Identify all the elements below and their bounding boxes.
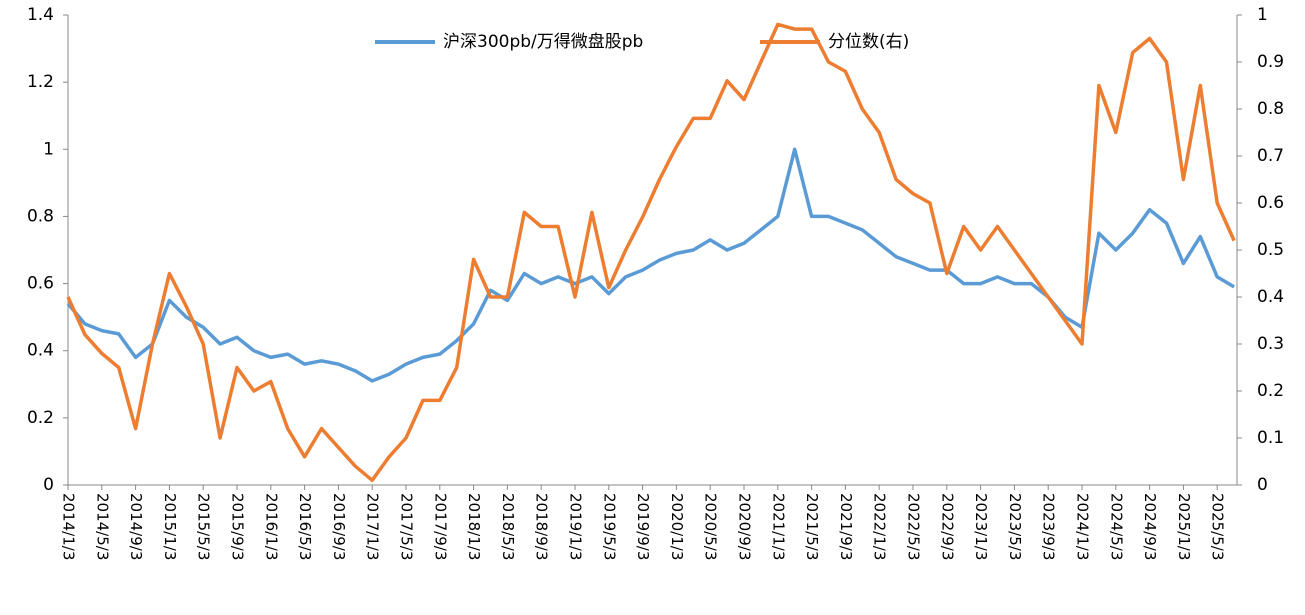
x-tick-label: 2017/1/3 — [364, 493, 382, 560]
x-tick-label: 2015/5/3 — [195, 493, 213, 560]
x-tick-label: 2017/5/3 — [398, 493, 416, 560]
y-tick-label: 1.2 — [27, 72, 54, 92]
y-tick-label: 0 — [43, 475, 54, 495]
x-tick-label: 2025/5/3 — [1209, 493, 1227, 560]
series-line — [66, 147, 1235, 383]
y2-tick-label: 0.8 — [1257, 99, 1284, 119]
y2-tick-label: 0.9 — [1257, 52, 1284, 72]
y2-tick-label: 0 — [1257, 475, 1268, 495]
y2-tick-label: 0.7 — [1257, 146, 1284, 166]
x-tick-label: 2020/5/3 — [702, 493, 720, 560]
y-tick-label: 1 — [43, 139, 54, 159]
y2-tick-label: 0.2 — [1257, 381, 1284, 401]
x-tick-label: 2016/9/3 — [330, 493, 348, 560]
x-tick-label: 2021/9/3 — [837, 493, 855, 560]
x-tick-label: 2022/1/3 — [871, 493, 889, 560]
x-tick-label: 2019/9/3 — [634, 493, 652, 560]
y2-tick-label: 0.4 — [1257, 287, 1284, 307]
x-tick-label: 2018/5/3 — [499, 493, 517, 560]
y2-tick-label: 1 — [1257, 5, 1268, 25]
x-tick-label: 2020/1/3 — [668, 493, 686, 560]
y-tick-label: 0.6 — [27, 274, 54, 294]
y2-tick-label: 0.3 — [1257, 334, 1284, 354]
y-tick-label: 0.4 — [27, 341, 54, 361]
y2-tick-label: 0.5 — [1257, 240, 1284, 260]
legend-label: 分位数(右) — [828, 32, 909, 52]
x-tick-label: 2020/9/3 — [736, 493, 754, 560]
x-tick-label: 2019/5/3 — [600, 493, 618, 560]
x-tick-label: 2022/5/3 — [905, 493, 923, 560]
y-tick-label: 0.8 — [27, 206, 54, 226]
x-tick-label: 2021/5/3 — [803, 493, 821, 560]
x-tick-label: 2024/9/3 — [1141, 493, 1159, 560]
x-tick-label: 2015/1/3 — [161, 493, 179, 560]
x-tick-label: 2025/1/3 — [1175, 493, 1193, 560]
x-tick-label: 2014/5/3 — [93, 493, 111, 560]
x-tick-label: 2014/9/3 — [127, 493, 145, 560]
x-tick-label: 2021/1/3 — [769, 493, 787, 560]
x-tick-label: 2017/9/3 — [431, 493, 449, 560]
x-tick-label: 2014/1/3 — [60, 493, 78, 560]
x-tick-label: 2015/9/3 — [229, 493, 247, 560]
legend-label: 沪深300pb/万得微盘股pb — [443, 32, 643, 52]
x-tick-label: 2023/1/3 — [972, 493, 990, 560]
x-tick-label: 2016/1/3 — [262, 493, 280, 560]
x-tick-label: 2016/5/3 — [296, 493, 314, 560]
x-tick-label: 2023/9/3 — [1040, 493, 1058, 560]
x-tick-label: 2023/5/3 — [1006, 493, 1024, 560]
x-tick-label: 2018/9/3 — [533, 493, 551, 560]
series-line — [66, 22, 1236, 483]
x-tick-label: 2018/1/3 — [465, 493, 483, 560]
y2-tick-label: 0.1 — [1257, 428, 1284, 448]
y-tick-label: 1.4 — [27, 5, 54, 25]
x-tick-label: 2019/1/3 — [567, 493, 585, 560]
x-tick-label: 2022/9/3 — [938, 493, 956, 560]
y-tick-label: 0.2 — [27, 408, 54, 428]
x-tick-label: 2024/5/3 — [1107, 493, 1125, 560]
y2-tick-label: 0.6 — [1257, 193, 1284, 213]
x-tick-label: 2024/1/3 — [1074, 493, 1092, 560]
